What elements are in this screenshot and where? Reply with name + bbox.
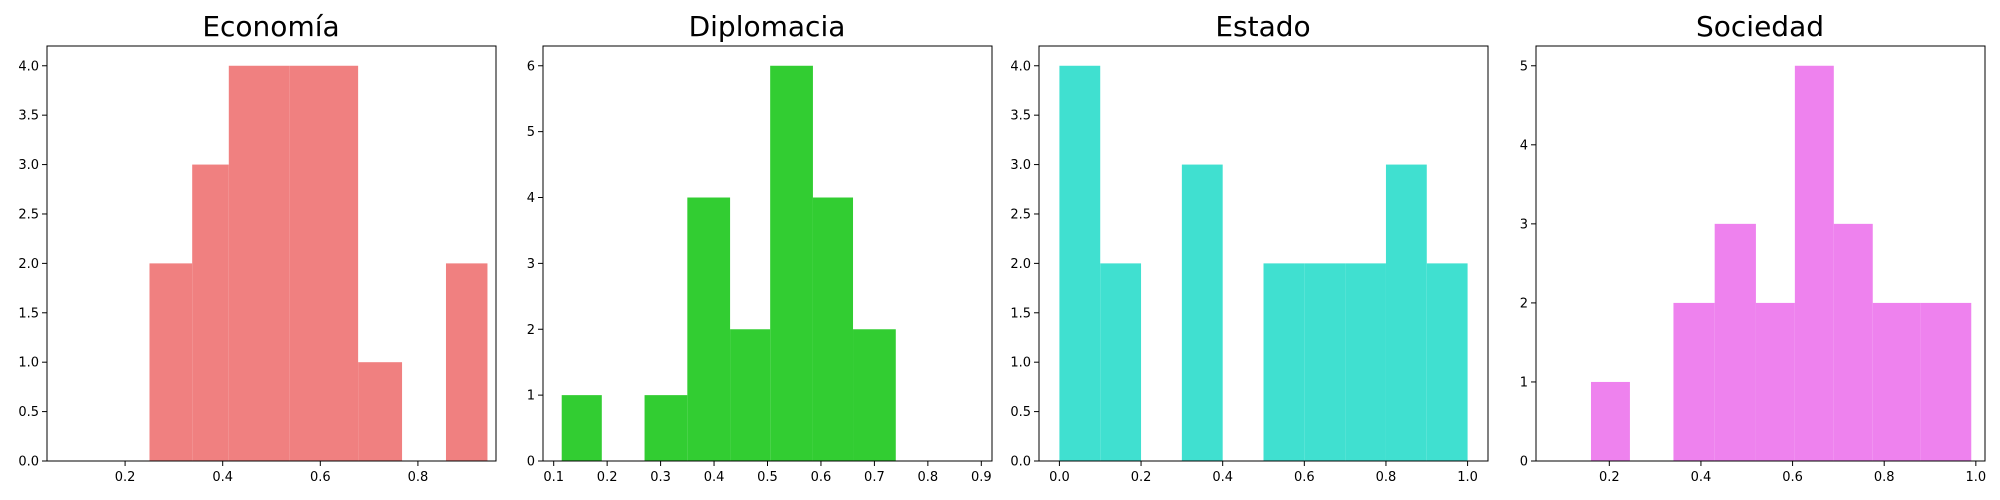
x-tick-label: 0.0: [1049, 470, 1070, 485]
histogram-bar: [730, 329, 771, 461]
panel-economia: Economía 0.2 0.4 0.6 0.8 0.0 0.5 1.0 1.5 2.0 2.5 3…: [18, 10, 497, 485]
histogram-bar: [149, 263, 193, 461]
histogram-bar: [1304, 263, 1346, 461]
y-tick-label: 1.5: [18, 306, 39, 321]
x-tick-label: 0.4: [704, 470, 725, 485]
panel-estado: Estado 0.0 0.2 0.4 0.6 0.8 1.0 0.0 0.5 1.0 1.5 2.0…: [1010, 10, 1489, 485]
histogram-bar: [1426, 263, 1468, 461]
histogram-bar: [228, 65, 290, 461]
y-tick-label: 6: [527, 59, 535, 74]
histogram-bar: [812, 197, 854, 461]
histogram-bar: [1755, 302, 1795, 461]
y-tick-label: 0.0: [18, 455, 39, 470]
histogram-bar: [289, 65, 359, 461]
x-tick-label: 0.2: [1599, 470, 1620, 485]
y-tick-label: 2: [1520, 296, 1528, 311]
histogram-bar: [1263, 263, 1305, 461]
y-tick-label: 3.0: [18, 158, 39, 173]
histogram-bar: [687, 197, 731, 461]
y-tick-label: 1: [527, 389, 535, 404]
x-tick-label: 0.8: [408, 470, 429, 485]
x-tick-label: 0.6: [1294, 470, 1315, 485]
x-tick-label: 0.4: [1212, 470, 1233, 485]
histogram-bar: [1590, 381, 1630, 461]
panel-diplomacia: Diplomacia 0.1 0.2 0.3 0.4 0.5 0.6 0.7 0.8 0.9 0 1…: [527, 10, 993, 485]
histogram-bar: [1920, 302, 1972, 461]
x-tick-label: 0.5: [757, 470, 778, 485]
y-tick-label: 0: [1520, 455, 1528, 470]
y-tick-label: 5: [527, 125, 535, 140]
y-tick-label: 4.0: [1010, 59, 1031, 74]
y-tick-label: 3.5: [1010, 109, 1031, 124]
x-tick-label: 0.8: [918, 470, 939, 485]
histogram-bar: [644, 395, 688, 461]
histogram-bar: [853, 329, 896, 461]
x-tick-label: 0.2: [597, 470, 618, 485]
panel-title: Estado: [1215, 10, 1310, 43]
x-tick-label: 0.2: [115, 470, 136, 485]
x-tick-label: 0.6: [310, 470, 331, 485]
x-tick-label: 0.7: [864, 470, 885, 485]
panel-title: Sociedad: [1696, 10, 1824, 43]
histogram-bar: [1872, 302, 1921, 461]
y-tick-label: 0: [527, 455, 535, 470]
plot-frame: [46, 45, 497, 462]
histogram-bar: [1714, 223, 1756, 461]
y-tick-label: 2.5: [18, 207, 39, 222]
panel-title: Diplomacia: [689, 10, 846, 43]
y-tick-label: 0.5: [18, 405, 39, 420]
y-tick-label: 4: [1520, 138, 1528, 153]
y-tick-label: 4: [527, 191, 535, 206]
x-tick-label: 1.0: [1457, 470, 1478, 485]
x-tick-label: 0.8: [1376, 470, 1397, 485]
histogram-bar: [1345, 263, 1386, 461]
y-tick-label: 2.0: [1010, 257, 1031, 272]
y-tick-label: 2.0: [18, 257, 39, 272]
y-tick-label: 1.0: [18, 356, 39, 371]
histogram-bar: [1673, 302, 1715, 461]
plot-frame: [1535, 45, 1986, 462]
y-tick-label: 2.5: [1010, 207, 1031, 222]
histogram-bar: [445, 263, 488, 461]
x-tick-label: 0.3: [650, 470, 671, 485]
histogram-bar: [1181, 164, 1223, 462]
x-tick-label: 0.9: [971, 470, 992, 485]
x-tick-label: 1.0: [1965, 470, 1986, 485]
y-tick-label: 1: [1520, 375, 1528, 390]
panel-sociedad: Sociedad 0.2 0.4 0.6 0.8 1.0 0 1 2 3 4 5: [1520, 10, 1986, 485]
histogram-bar: [770, 65, 813, 461]
panel-title: Economía: [202, 10, 339, 43]
y-tick-label: 1.5: [1010, 306, 1031, 321]
plot-frame: [1038, 45, 1489, 462]
histogram-bar: [561, 395, 602, 461]
x-tick-label: 0.6: [1782, 470, 1803, 485]
x-tick-label: 0.1: [543, 470, 564, 485]
histogram-bar: [1100, 263, 1142, 461]
x-tick-label: 0.6: [811, 470, 832, 485]
y-tick-label: 3.5: [18, 109, 39, 124]
x-tick-label: 0.4: [212, 470, 233, 485]
histogram-bar: [1833, 223, 1873, 461]
y-tick-label: 5: [1520, 59, 1528, 74]
y-tick-label: 0.5: [1010, 405, 1031, 420]
y-tick-label: 3: [527, 257, 535, 272]
y-tick-label: 0.0: [1010, 455, 1031, 470]
y-tick-label: 3.0: [1010, 158, 1031, 173]
histogram-bar: [1059, 65, 1101, 461]
y-tick-label: 4.0: [18, 59, 39, 74]
y-tick-label: 1.0: [1010, 356, 1031, 371]
x-tick-label: 0.2: [1131, 470, 1152, 485]
histogram-bar: [1794, 65, 1834, 461]
x-tick-label: 0.4: [1691, 470, 1712, 485]
x-tick-label: 0.8: [1874, 470, 1895, 485]
y-tick-label: 2: [527, 323, 535, 338]
y-tick-label: 3: [1520, 217, 1528, 232]
histogram-bar: [192, 164, 229, 462]
histogram-bar: [358, 362, 403, 461]
histogram-bar: [1385, 164, 1427, 462]
